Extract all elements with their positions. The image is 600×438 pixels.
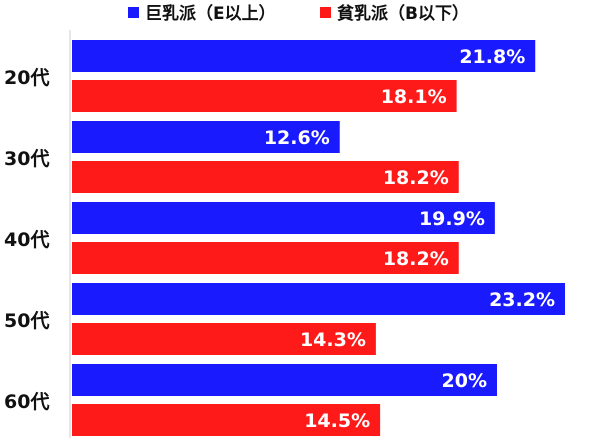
bar-value-label: 12.6% — [264, 127, 330, 149]
legend-label-red: 貧乳派（B以下） — [337, 3, 469, 24]
legend: 巨乳派（E以上） 貧乳派（B以下） — [128, 3, 469, 24]
category-label: 50代 — [4, 310, 49, 332]
bar-value-label: 14.5% — [304, 410, 370, 432]
bar-60代-blue — [72, 364, 497, 396]
bar-40代-blue — [72, 202, 495, 234]
bar-value-label: 19.9% — [419, 208, 485, 230]
bar-60代-red — [72, 404, 381, 436]
bar-value-label: 18.2% — [383, 167, 449, 189]
bar-value-label: 18.2% — [383, 248, 449, 270]
bar-30代-blue — [72, 121, 340, 153]
legend-swatch-blue — [128, 7, 139, 18]
category-labels: 20代 30代 40代 50代 60代 — [4, 67, 49, 413]
bar-20代-red — [72, 80, 457, 112]
category-label: 60代 — [4, 391, 49, 413]
bar-50代-red — [72, 323, 376, 355]
bar-value-label: 14.3% — [300, 329, 366, 351]
category-label: 30代 — [4, 148, 49, 170]
bar-value-label: 20% — [442, 370, 487, 392]
category-label: 20代 — [4, 67, 49, 89]
bar-value-label: 18.1% — [381, 86, 447, 108]
legend-label-blue: 巨乳派（E以上） — [145, 3, 276, 24]
bar-value-label: 21.8% — [459, 46, 525, 68]
category-label: 40代 — [4, 229, 49, 251]
bar-30代-red — [72, 161, 459, 193]
bar-50代-blue — [72, 283, 565, 315]
bars: 21.8% 18.1% 12.6% 18.2% 19.9% 18.2% 23.2% 14.3%… — [72, 40, 565, 436]
bar-20代-blue — [72, 40, 536, 72]
legend-swatch-red — [320, 7, 331, 18]
bar-value-label: 23.2% — [489, 289, 555, 311]
bar-40代-red — [72, 242, 459, 274]
